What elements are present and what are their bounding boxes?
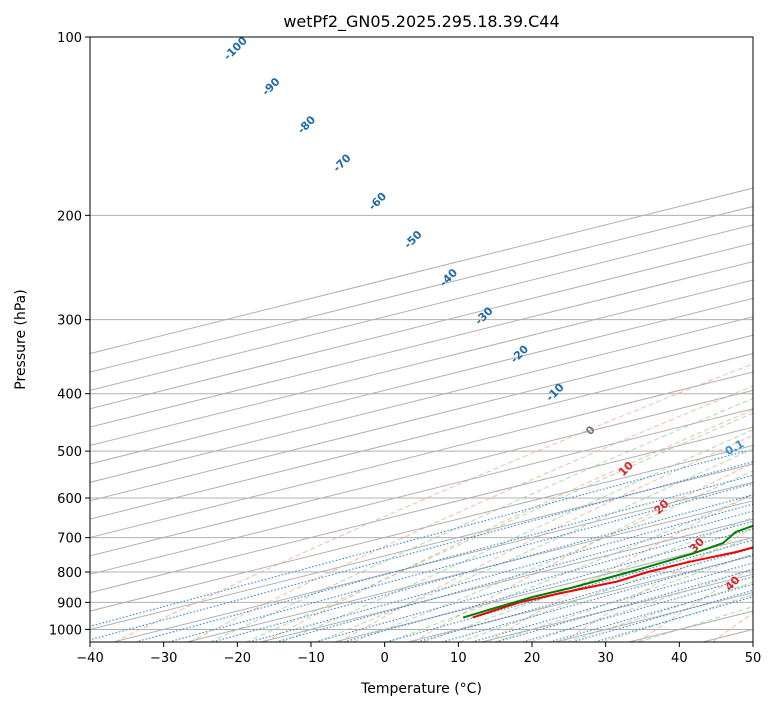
isotherm-line [113, 481, 753, 642]
isotherm-line [90, 408, 753, 575]
sounding-series [462, 524, 753, 619]
dry-adiabat-line [338, 434, 753, 642]
isotherm-line [334, 536, 753, 642]
mixing-ratio-line [248, 503, 753, 642]
isotherm-line [90, 316, 753, 483]
isotherm-line [186, 500, 753, 642]
dry-adiabat-line [413, 462, 753, 642]
x-tick-label: −40 [76, 651, 103, 666]
y-tick-label: 100 [57, 31, 82, 46]
x-tick-label: 50 [745, 651, 762, 666]
x-tick-label: 40 [671, 651, 688, 666]
dry-adiabat-line [488, 493, 753, 642]
moist-adiabat-line [209, 397, 753, 642]
mixing-ratio-line [168, 483, 753, 642]
x-tick-label: 0 [381, 651, 389, 666]
y-tick-label: 500 [57, 445, 82, 460]
x-axis-ticks: −40 −30 −20 −10 0 10 20 30 40 50 [76, 642, 761, 666]
isotherm-line [90, 279, 753, 447]
x-tick-label: 30 [597, 651, 614, 666]
x-tick-label: 20 [524, 651, 541, 666]
isotherm-line [90, 224, 753, 391]
dry-adiabat-line [637, 566, 753, 642]
y-tick-label: 400 [57, 388, 82, 403]
dry-adiabat-line [189, 385, 753, 642]
dewpoint-line [462, 524, 753, 619]
moist-adiabat-line [602, 594, 753, 642]
isotherm-line [90, 205, 753, 373]
x-tick-label: −10 [297, 651, 324, 666]
isotherm-grid [90, 187, 753, 642]
y-tick-label: 1000 [49, 623, 82, 638]
mixing-ratio-line [385, 539, 753, 642]
moist-adiabat-line [281, 429, 753, 642]
chart-title: wetPf2_GN05.2025.295.18.39.C44 [283, 12, 559, 32]
y-tick-label: 200 [57, 209, 82, 224]
x-axis-label: Temperature (°C) [360, 681, 482, 697]
y-axis-ticks: 1000 900 800 700 600 500 400 300 200 100 [49, 31, 90, 638]
mixing-ratio-line [314, 520, 753, 642]
x-tick-label: −30 [150, 651, 177, 666]
isotherm-line [90, 261, 753, 428]
y-tick-label: 300 [57, 314, 82, 329]
isotherm-line [90, 445, 753, 612]
y-axis-label: Pressure (hPa) [13, 289, 29, 389]
mixing-ratio-line [594, 596, 753, 642]
dry-adiabats [114, 363, 753, 642]
moist-adiabat-line [352, 470, 753, 642]
y-tick-label: 800 [57, 566, 82, 581]
y-tick-label: 600 [57, 492, 82, 507]
x-tick-label: −20 [224, 651, 251, 666]
mixing-ratio-line [275, 510, 753, 642]
isotherm-line [90, 187, 753, 355]
mixing-ratio-line [90, 450, 747, 627]
isotherm-line [90, 426, 753, 594]
isotherm-line [90, 297, 753, 465]
isotherm-line [260, 518, 753, 642]
moist-adiabat-line [494, 553, 753, 642]
plot-area: -100-90-80-70-60-50-40-30-20-10010203040… [90, 37, 753, 642]
plot-frame [89, 36, 754, 643]
mixing-ratio-lines [90, 450, 753, 642]
mixing-ratio-line [343, 528, 753, 642]
moist-adiabat-line [317, 448, 753, 642]
dry-adiabat-line [264, 409, 753, 642]
isotherm-line [90, 389, 753, 557]
y-tick-label: 700 [57, 532, 82, 547]
x-tick-label: 10 [450, 651, 467, 666]
mixing-ratio-line [417, 547, 753, 642]
isotherm-line [90, 463, 753, 630]
y-tick-label: 900 [57, 596, 82, 611]
temperature-line [472, 546, 753, 619]
dry-adiabat-line [114, 363, 753, 642]
isotherm-line [90, 242, 753, 410]
isotherm-line [90, 334, 753, 502]
